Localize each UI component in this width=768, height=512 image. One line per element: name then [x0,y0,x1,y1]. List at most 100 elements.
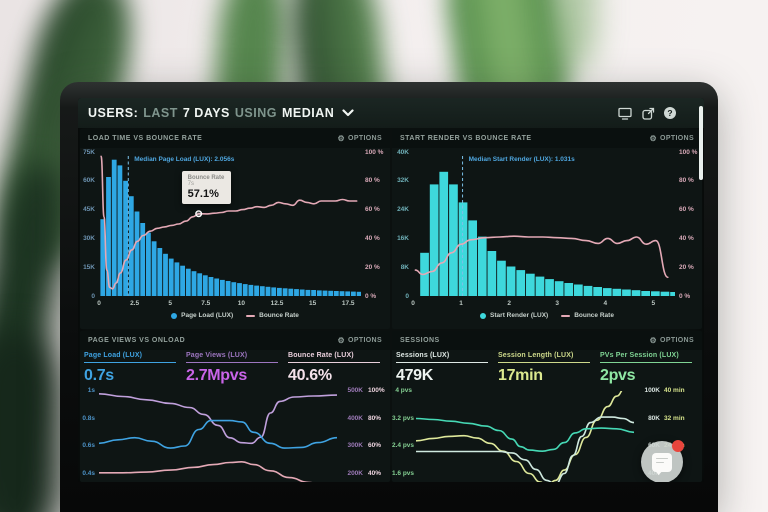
stat-value: 2.7Mpvs [186,367,247,384]
gear-icon: ⚙ [337,133,346,143]
y-axis-tick: 75K [83,148,95,156]
y-axis-tick: 500K [347,387,363,394]
y-axis-tick: 100K [644,387,660,394]
panel-title: PAGE VIEWS VS ONLOAD [88,337,186,344]
start-render-vs-bounce-rate-chart[interactable] [413,152,675,296]
sessions-chart[interactable] [416,391,634,482]
y-axis-tick: 45K [83,206,95,214]
x-axis-tick: 5 [651,300,656,307]
stat-value: 17min [498,367,543,384]
x-axis-tick: 17.5 [341,300,355,307]
panel-start-render: START RENDER VS BOUNCE RATE ⚙ OPTIONS Me… [392,129,702,329]
y-axis-tick: 60K [83,177,95,185]
share-icon[interactable] [641,107,655,120]
y-axis-tick: 100% [368,387,385,394]
y-axis-tick: 40K [397,148,409,156]
y-axis-tick: 60 % [365,206,380,214]
y-axis-tick: 16K [397,234,409,242]
y-axis-tick: 0.8s [82,414,95,422]
x-axis-tick: 15 [308,300,317,307]
y-axis-tick: 0.4s [82,469,95,477]
stat-pvs-per-session: PVs Per Session (LUX) 2pvs [600,352,692,385]
gear-icon: ⚙ [649,335,658,345]
tooltip-value: 57.1% [187,187,219,200]
y-axis-tick: 200K [347,469,363,477]
x-axis-tick: 1 [459,300,463,307]
y-axis-tick: 40 % [365,234,380,242]
stat-bounce-rate: Bounce Rate (LUX) 40.6% [288,352,380,385]
stats-row: Sessions (LUX) 479K Session Length (LUX)… [392,352,702,390]
notification-badge [672,440,684,452]
x-axis-tick: 0 [97,300,101,307]
chart-legend: Page Load (LUX) Bounce Rate [80,312,390,319]
legend-label: Bounce Rate [259,312,299,319]
dashboard-header: USERS: LAST 7 DAYS USING MEDIAN ? [78,98,704,128]
chat-button[interactable] [641,440,684,482]
stat-label: Session Length (LUX) [498,352,590,363]
dashboard-screen: USERS: LAST 7 DAYS USING MEDIAN ? [78,98,704,482]
load-time-vs-bounce-rate-chart[interactable] [99,152,361,296]
stat-value: 2pvs [600,367,636,384]
y-axis-tick: 24K [397,206,409,214]
options-button[interactable]: ⚙ OPTIONS [650,134,695,143]
header-icons: ? [618,107,676,120]
x-axis-tick: 2.5 [130,300,140,307]
options-button[interactable]: ⚙ OPTIONS [337,133,383,143]
y-axis-tick: 60% [368,442,382,449]
median-annotation: Median Start Render (LUX): 1.031s [468,156,575,163]
x-axis-tick: 7.5 [201,300,211,307]
scrollbar-thumb[interactable] [699,106,703,180]
y-axis-tick: 100 % [679,148,698,156]
help-icon[interactable]: ? [664,107,676,119]
options-button[interactable]: ⚙ OPTIONS [337,335,383,345]
tooltip: Bounce Rate 7s 57.1% [181,170,232,204]
users-label: USERS: [88,106,139,120]
chevron-down-icon[interactable] [342,109,354,117]
y-axis-tick: 40 min [664,387,685,394]
options-label: OPTIONS [660,337,694,344]
y-axis-tick: 15K [83,263,95,271]
plant-leaf [0,330,60,512]
panel-header: START RENDER VS BOUNCE RATE ⚙ OPTIONS [392,129,702,148]
stat-label: PVs Per Session (LUX) [600,352,692,363]
gear-icon: ⚙ [337,335,346,345]
stat-page-load: Page Load (LUX) 0.7s [84,352,176,385]
monitor-icon[interactable] [618,107,632,120]
chat-icon [652,452,672,472]
options-label: OPTIONS [660,135,694,142]
median-annotation: Median Page Load (LUX): 2.056s [134,156,235,163]
y-axis-tick: 32 min [664,414,685,422]
last-label: LAST [143,106,178,120]
chart-legend: Start Render (LUX) Bounce Rate [392,312,702,319]
stats-row: Page Load (LUX) 0.7s Page Views (LUX) 2.… [80,352,390,390]
y-axis-tick: 2.4 pvs [392,442,415,449]
y-axis-tick: 40 % [679,234,694,242]
stat-value: 479K [396,367,433,384]
y-axis-tick: 4 pvs [395,387,412,394]
tooltip-sub: 7s [187,180,195,187]
legend-item: Bounce Rate [246,312,299,319]
options-button[interactable]: ⚙ OPTIONS [649,335,695,345]
y-axis-tick: 30K [83,234,95,242]
plant-leaf [555,0,595,70]
legend-label: Start Render (LUX) [490,312,549,319]
stat-label: Page Views (LUX) [186,352,278,363]
y-axis-tick: 80 % [679,177,694,185]
y-axis-tick: 300K [347,442,363,449]
legend-line [561,314,571,317]
stat-value: 40.6% [288,367,332,384]
y-axis-tick: 0 [91,292,95,300]
stat-page-views: Page Views (LUX) 2.7Mpvs [186,352,278,385]
y-axis-tick: 0 [405,292,409,300]
median-label: MEDIAN [281,106,335,120]
legend-line [246,314,256,317]
legend-item: Page Load (LUX) [171,312,233,319]
x-axis-tick: 10 [237,300,246,307]
y-axis-tick: 1s [87,387,95,394]
legend-label: Bounce Rate [574,312,614,319]
page-views-vs-onload-chart[interactable] [99,391,337,482]
y-axis-tick: 80K [648,414,660,422]
stat-value: 0.7s [84,367,114,384]
panel-header: LOAD TIME VS BOUNCE RATE ⚙ OPTIONS [80,129,390,148]
legend-dot [480,312,487,319]
